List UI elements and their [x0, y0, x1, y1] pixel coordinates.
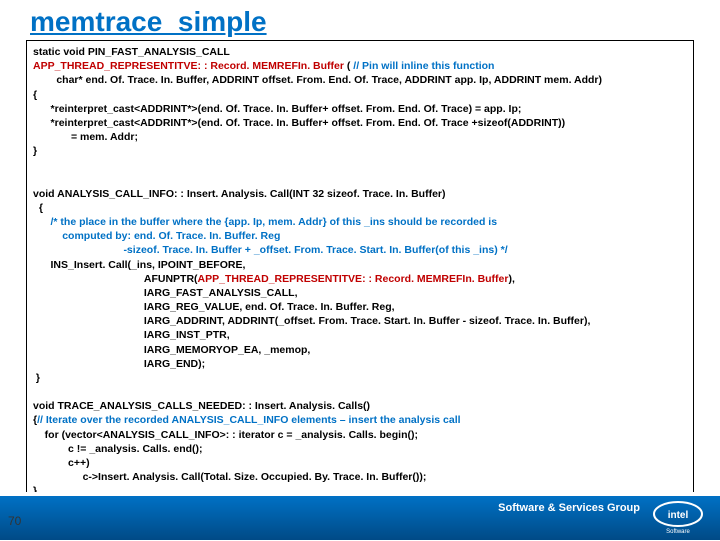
- slide-title: memtrace_simple: [0, 0, 720, 40]
- page-number: 70: [8, 514, 21, 528]
- intel-logo: intel Software: [652, 500, 704, 541]
- svg-text:Software: Software: [666, 529, 690, 535]
- footer: Software & Services Group intel Software: [0, 492, 720, 540]
- svg-text:intel: intel: [668, 510, 689, 521]
- footer-group-label: Software & Services Group: [498, 502, 640, 514]
- code-block: static void PIN_FAST_ANALYSIS_CALL APP_T…: [26, 40, 694, 504]
